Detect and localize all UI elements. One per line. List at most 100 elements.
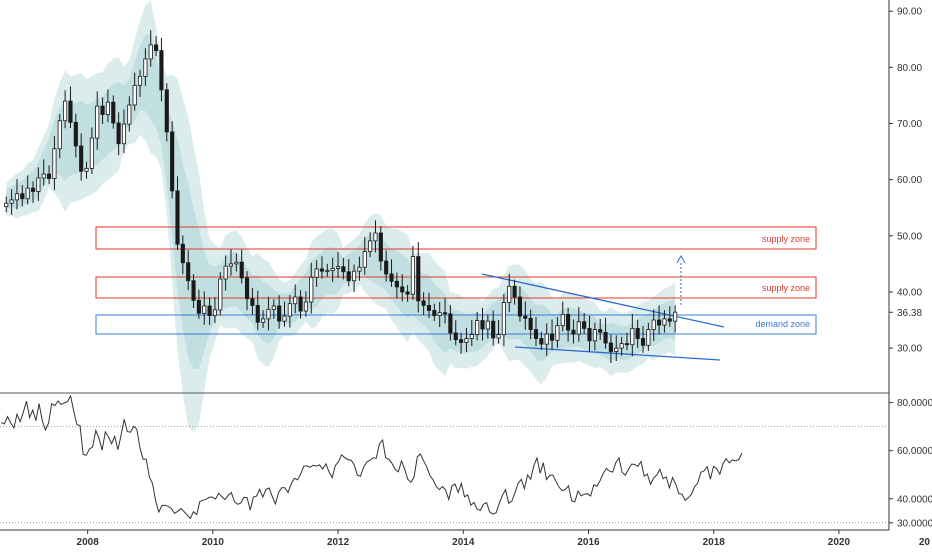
candle: [373, 220, 378, 253]
candle-body: [41, 173, 46, 179]
candle: [41, 159, 46, 186]
candle: [282, 301, 287, 327]
candle-body: [255, 305, 260, 323]
candle-body: [346, 271, 351, 282]
candle-body: [335, 266, 341, 269]
candle-body: [127, 104, 132, 125]
candle-body: [116, 122, 121, 145]
candle: [68, 86, 73, 129]
candle: [164, 83, 169, 142]
candle-body: [175, 190, 180, 245]
candle-body: [410, 256, 415, 295]
candle: [614, 335, 619, 361]
candle-body: [608, 342, 613, 352]
candle: [287, 295, 292, 328]
candle: [73, 113, 78, 158]
candle-body: [36, 177, 41, 192]
candle-body: [448, 313, 453, 334]
current-price-label: 36.38: [897, 308, 922, 319]
price-tick-label: 70.00: [897, 119, 922, 130]
candle-body: [330, 267, 335, 272]
candle: [154, 36, 159, 57]
rsi-tick-label: 40.0000: [897, 494, 932, 505]
candle: [148, 30, 153, 67]
candle-body: [571, 329, 576, 335]
candle-body: [223, 265, 228, 280]
candle-body: [646, 329, 651, 346]
candle-body: [523, 315, 528, 319]
candle: [111, 95, 116, 129]
candle: [36, 167, 41, 201]
candle-body: [624, 343, 630, 346]
candle-body: [619, 343, 624, 349]
candle-body: [148, 44, 153, 60]
price-tick-label: 40.00: [897, 287, 922, 298]
time-tick-label: 2012: [327, 537, 350, 548]
candle: [544, 323, 549, 356]
supply-zone-upper-label: supply zone: [762, 234, 810, 244]
candle-body: [84, 168, 89, 172]
candle: [352, 264, 357, 293]
candle: [346, 259, 351, 287]
candle-body: [298, 296, 303, 312]
candle: [592, 322, 597, 351]
candle: [170, 121, 175, 199]
candle: [105, 89, 110, 123]
candle: [9, 189, 14, 215]
candle-body: [362, 251, 367, 268]
candle: [63, 90, 68, 129]
candle-body: [207, 305, 212, 316]
candle-body: [191, 280, 196, 301]
upper-trendline[interactable]: [481, 273, 725, 328]
candle-body: [68, 100, 73, 123]
candle: [630, 313, 635, 357]
candle-body: [662, 318, 667, 326]
candle-body: [212, 309, 218, 316]
candle-body: [576, 321, 581, 335]
candle: [244, 271, 250, 311]
supply-zone-upper-box[interactable]: [95, 226, 817, 250]
candle: [223, 255, 228, 291]
candle-body: [25, 187, 30, 200]
candles: [4, 30, 678, 363]
candle: [416, 241, 421, 313]
candle-body: [170, 131, 175, 192]
candle-body: [667, 318, 672, 322]
candle-body: [314, 268, 319, 278]
candle: [587, 315, 592, 353]
candle: [47, 165, 52, 185]
candle-body: [63, 100, 68, 122]
candle-body: [373, 232, 378, 242]
supply-zone-lower-box[interactable]: [95, 276, 817, 299]
candle-body: [143, 58, 148, 77]
candle: [30, 181, 36, 203]
volatility-band: [6, 0, 676, 433]
candle-body: [282, 315, 287, 322]
candle-body: [549, 333, 555, 341]
candle: [89, 127, 94, 175]
candle-body: [293, 296, 298, 305]
candle: [325, 263, 330, 277]
candle: [523, 301, 528, 330]
candle: [603, 317, 608, 349]
candle-body: [57, 120, 62, 150]
lower-trendline[interactable]: [514, 346, 721, 361]
candle: [394, 272, 399, 299]
candle-body: [89, 137, 94, 169]
candle: [410, 245, 415, 300]
candle: [640, 325, 646, 353]
candle-body: [303, 301, 308, 312]
candle: [314, 260, 319, 287]
candle: [293, 284, 298, 314]
candle: [448, 305, 453, 341]
candle-body: [598, 329, 603, 333]
candle-body: [421, 300, 426, 306]
candle: [528, 309, 533, 340]
candle: [127, 96, 132, 132]
price-axis: 36.38 90.00 80.00 70.00 60.00 50.00 40.00 30.0…: [888, 0, 932, 393]
time-tick-label: 2018: [703, 537, 726, 548]
price-tick-label: 90.00: [897, 7, 922, 18]
candle-body: [501, 302, 506, 336]
candle: [464, 327, 469, 353]
time-tick-label: 2014: [452, 537, 475, 548]
